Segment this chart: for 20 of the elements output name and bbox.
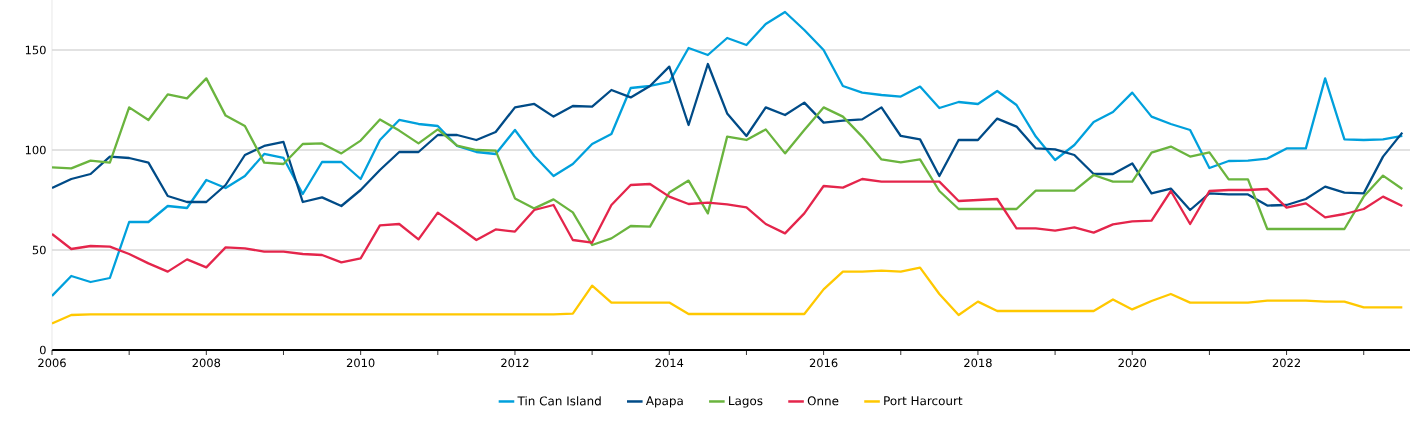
legend-label: Lagos (729, 396, 763, 408)
x-tick-label: 2022 (1272, 358, 1300, 368)
y-tick-label: 50 (32, 245, 46, 255)
x-tick-label: 2006 (38, 358, 66, 368)
line-series (52, 62, 1404, 212)
legend-label: Apapa (645, 396, 683, 408)
x-tick-label: 2012 (501, 358, 529, 368)
legend-label: Port Harcourt (884, 396, 963, 406)
x-tick-label: 2018 (964, 358, 992, 368)
y-tick-label: 0 (39, 345, 46, 355)
x-tick-label: 2016 (809, 358, 838, 368)
legend-label: Tin Can Island (517, 396, 601, 406)
x-tick-label: 2010 (346, 358, 375, 368)
legend-label: Onne (807, 396, 839, 406)
y-tick-label: 150 (25, 45, 46, 55)
y-tick-label: 100 (25, 145, 46, 155)
x-tick-label: 2008 (192, 358, 221, 368)
line-series (52, 10, 1404, 298)
x-tick-label: 2020 (1118, 358, 1147, 368)
x-tick-label: 2014 (655, 358, 684, 368)
